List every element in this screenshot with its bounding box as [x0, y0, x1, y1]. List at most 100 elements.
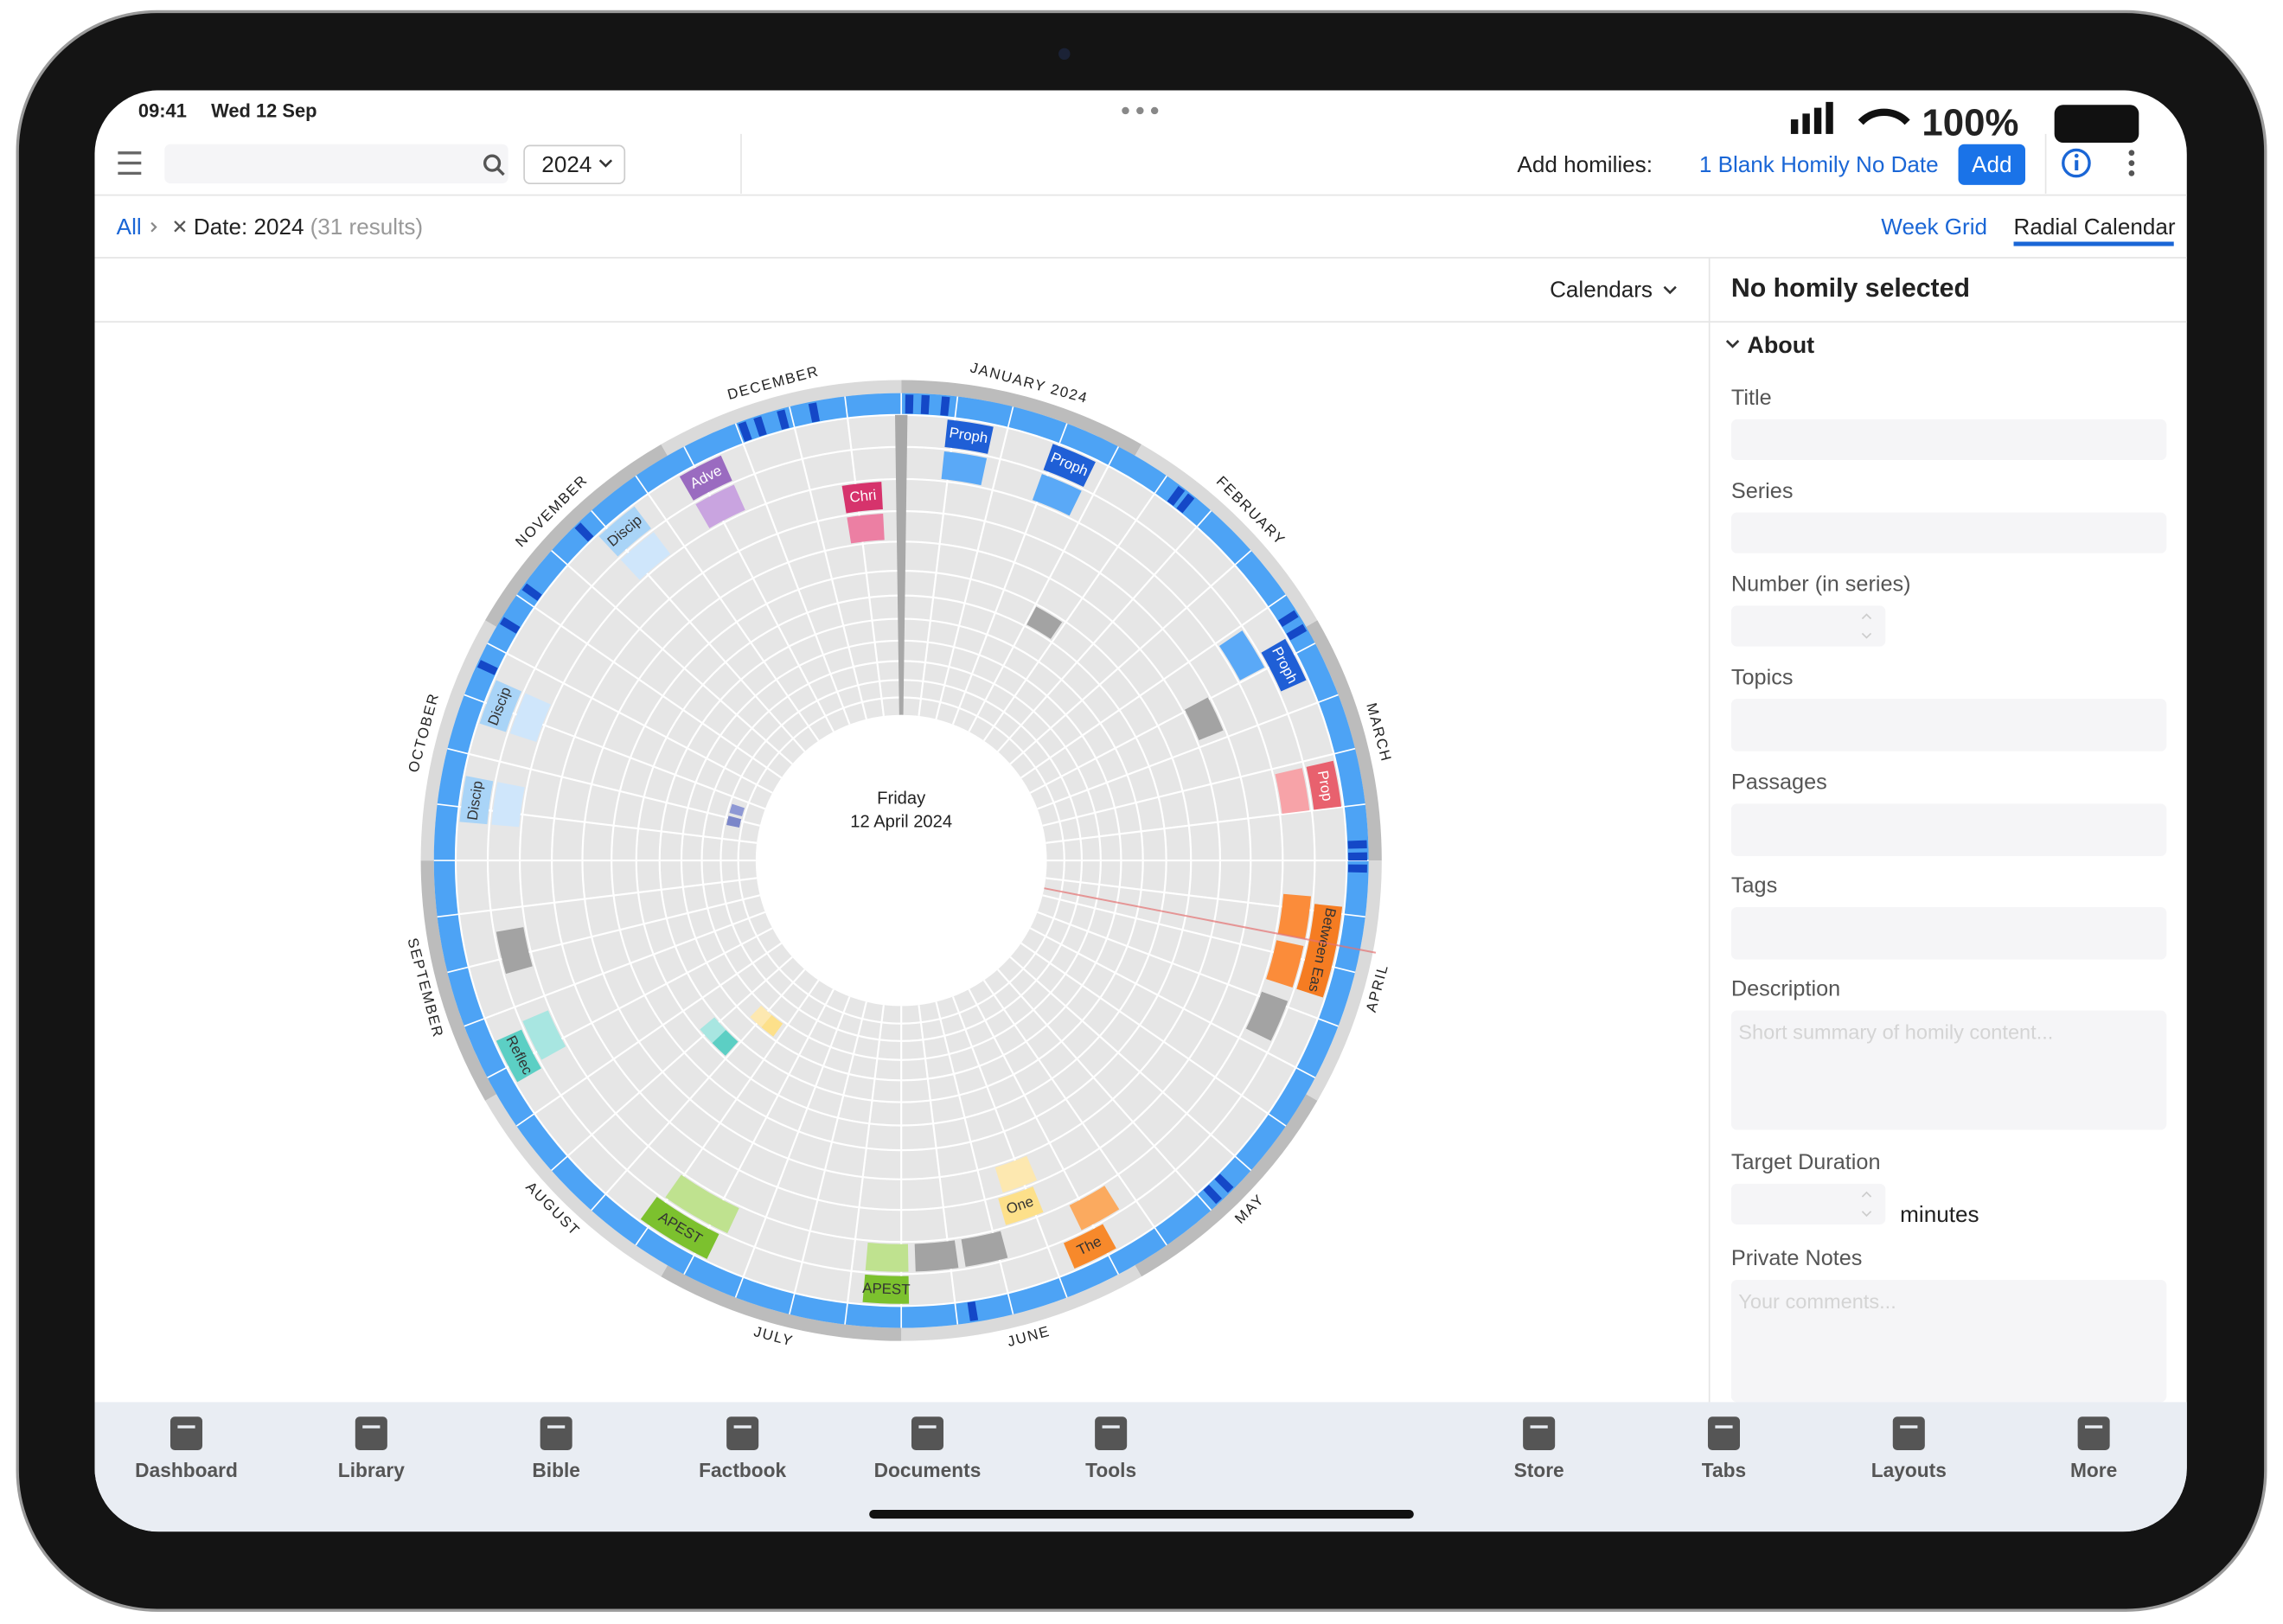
section-heading[interactable]: About [1747, 332, 1814, 358]
week-spoke [1029, 927, 1296, 1069]
remove-filter[interactable] [174, 221, 186, 233]
homily-block[interactable] [496, 1029, 541, 1083]
view-tab-active[interactable]: Radial Calendar [2014, 214, 2176, 240]
homily-block[interactable] [761, 1014, 783, 1037]
homily-block[interactable] [1245, 991, 1289, 1041]
week-tick [1058, 423, 1068, 444]
chevron[interactable] [1725, 340, 1740, 348]
homily-block[interactable] [459, 776, 494, 825]
nav-item[interactable]: Layouts [1871, 1416, 1947, 1481]
field-input[interactable] [1730, 512, 2167, 553]
field-input[interactable] [1730, 1010, 2167, 1130]
field-input[interactable] [1730, 605, 1886, 647]
homily-block[interactable] [726, 815, 742, 828]
field-input[interactable] [1730, 419, 2167, 461]
nav-icon-detail [1102, 1425, 1120, 1429]
homily-block[interactable] [1277, 893, 1312, 939]
homily-block[interactable] [1032, 474, 1082, 516]
homily-block[interactable] [1064, 1224, 1116, 1269]
search-box[interactable] [164, 144, 508, 184]
homily-block[interactable] [941, 451, 988, 486]
homily-block[interactable] [700, 1017, 726, 1044]
more-button[interactable] [2128, 150, 2135, 176]
homily-block[interactable] [914, 1240, 959, 1272]
nav-item[interactable]: Tools [1085, 1416, 1136, 1481]
calendars-menu[interactable]: Calendars [1550, 277, 1653, 303]
week-spoke [1009, 956, 1236, 1157]
field-input[interactable] [1730, 1279, 2167, 1403]
breadcrumb-root[interactable]: All [117, 214, 142, 240]
week-spoke [951, 996, 1060, 1278]
week-tick [1317, 1017, 1339, 1027]
homily-block[interactable] [1069, 1186, 1120, 1231]
homily-block[interactable] [865, 1243, 909, 1272]
blank-homily-link[interactable]: 1 Blank Homily No Date [1699, 151, 1939, 177]
homily-block[interactable] [961, 1231, 1008, 1267]
homily-block[interactable] [679, 455, 732, 501]
nav-icon [1707, 1416, 1740, 1450]
app: 09:41 Wed 12 Sep 100% 2024 Add homilies:… [94, 90, 2187, 1532]
homily-block[interactable] [522, 1010, 566, 1060]
nav-item[interactable]: Bible [532, 1416, 580, 1481]
nav-icon-detail [918, 1425, 937, 1429]
menu-button[interactable] [118, 151, 142, 176]
homily-block[interactable] [491, 782, 525, 828]
field-label: Target Duration [1731, 1150, 1881, 1174]
week-spoke [997, 969, 1198, 1195]
homily-block[interactable] [1218, 630, 1265, 681]
nav-item[interactable]: Store [1514, 1416, 1564, 1481]
week-tick [844, 1302, 848, 1325]
service-tick [1347, 864, 1367, 873]
homily-block[interactable] [1261, 638, 1307, 692]
homily-block[interactable] [712, 1029, 739, 1056]
homily-block[interactable] [862, 1274, 910, 1304]
homily-block[interactable] [750, 1005, 772, 1027]
homily-block[interactable] [496, 927, 533, 975]
homily-block[interactable] [1296, 904, 1343, 998]
year-select[interactable] [523, 144, 626, 184]
homily-block[interactable] [994, 1155, 1038, 1193]
homily-block[interactable] [695, 484, 745, 528]
homily-block[interactable] [479, 680, 522, 732]
homily-block[interactable] [847, 514, 885, 544]
homily-block[interactable] [640, 1196, 719, 1259]
month-band [485, 1094, 668, 1277]
field-input[interactable] [1730, 906, 2167, 960]
field-input[interactable] [1730, 803, 2167, 857]
week-tick [844, 396, 848, 419]
nav-icon [169, 1416, 203, 1450]
homily-block[interactable] [665, 1174, 739, 1234]
homily-block[interactable] [1043, 444, 1096, 488]
homily-block[interactable] [729, 803, 745, 816]
service-tick [940, 396, 950, 417]
info-button[interactable] [2062, 148, 2091, 178]
homily-block[interactable] [620, 532, 671, 580]
nav-item[interactable]: Documents [874, 1416, 982, 1481]
homily-block[interactable] [1266, 940, 1304, 988]
homily-block[interactable] [944, 419, 994, 454]
month-band [901, 1265, 1142, 1341]
homily-block[interactable] [598, 506, 651, 557]
week-tick [551, 550, 569, 566]
homily-block[interactable] [1184, 697, 1224, 740]
nav-item[interactable]: Library [338, 1416, 405, 1481]
homily-block[interactable] [998, 1186, 1044, 1225]
nav-icon [726, 1416, 759, 1450]
field-input[interactable] [1730, 1183, 1886, 1224]
add-button[interactable] [1958, 144, 2025, 185]
homily-block[interactable] [1275, 768, 1310, 814]
nav-item[interactable]: Factbook [699, 1416, 787, 1481]
month-band [1306, 620, 1382, 861]
nav-item[interactable]: Tabs [1702, 1416, 1746, 1481]
nav-item[interactable]: Dashboard [135, 1416, 238, 1481]
homily-block[interactable] [1306, 760, 1342, 810]
homily-block[interactable] [509, 693, 551, 742]
field-input[interactable] [1730, 699, 2167, 751]
homily-block[interactable] [1026, 606, 1063, 639]
month-band [661, 1265, 902, 1341]
view-tab[interactable]: Week Grid [1881, 214, 1987, 240]
nav-icon-detail [2085, 1425, 2103, 1429]
nav-item[interactable]: More [2070, 1416, 2117, 1481]
homily-block[interactable] [841, 482, 883, 514]
